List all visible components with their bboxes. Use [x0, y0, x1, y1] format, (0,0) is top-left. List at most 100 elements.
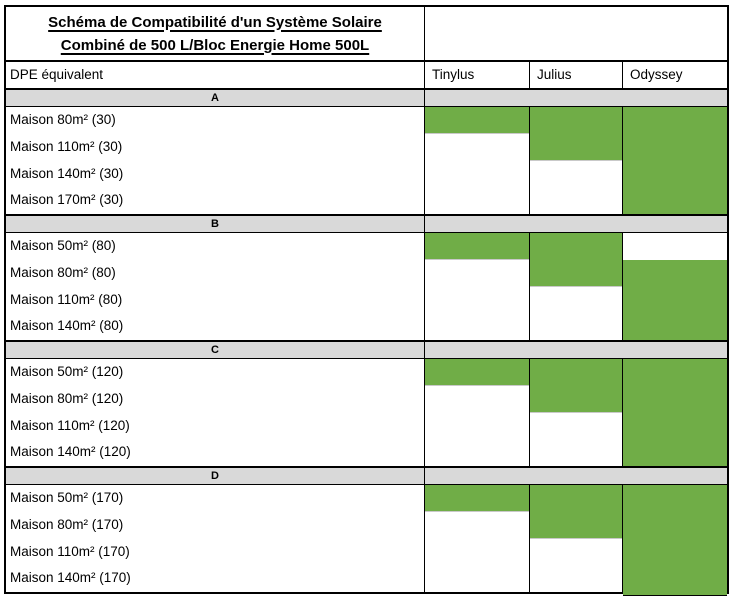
- compat-cell: [530, 439, 622, 466]
- section-band-row-a: A: [6, 88, 727, 107]
- section-band-row-c: C: [6, 340, 727, 359]
- compat-cell: [530, 259, 622, 287]
- title-line-1: Schéma de Compatibilité d'un Système Sol…: [48, 13, 382, 31]
- compat-cell: [530, 133, 622, 161]
- section-body-d: Maison 50m² (170) Maison 80m² (170) Maison…: [6, 485, 727, 596]
- row-label: Maison 110m² (80): [10, 291, 123, 307]
- compat-column-julius: [530, 359, 623, 466]
- row-label: Maison 80m² (30): [10, 112, 116, 127]
- compat-column-odyssey: [623, 485, 727, 596]
- column-header-odyssey: Odyssey: [630, 67, 683, 82]
- section-band-fill: [425, 342, 727, 358]
- row-label: Maison 110m² (170): [10, 543, 130, 559]
- row-label: Maison 80m² (80): [10, 264, 116, 280]
- section-band-row-b: B: [6, 214, 727, 233]
- page-title: Schéma de Compatibilité d'un Système Sol…: [6, 7, 425, 60]
- compat-cell: [530, 539, 622, 566]
- column-header-tinylus: Tinylus: [425, 62, 530, 88]
- compat-column-odyssey: [623, 359, 727, 466]
- compat-cell: [623, 187, 727, 214]
- row-label: Maison 50m² (170): [10, 490, 124, 505]
- compat-cell: [623, 286, 727, 314]
- compat-cell: [425, 161, 529, 188]
- title-empty-cell: [425, 7, 727, 60]
- compat-cell: [623, 538, 727, 566]
- compat-cell: [530, 359, 622, 386]
- compat-cell: [425, 539, 529, 566]
- row-label: Maison 170m² (30): [10, 192, 124, 208]
- compat-cell: [530, 313, 622, 340]
- compat-cell: [425, 187, 529, 214]
- compat-cell: [425, 359, 529, 386]
- section-band-fill: [425, 90, 727, 106]
- compat-column-julius: [530, 107, 623, 214]
- row-labels: Maison 50m² (170) Maison 80m² (170) Maison…: [6, 485, 425, 592]
- compat-cell: [623, 485, 727, 512]
- section-body-c: Maison 50m² (120) Maison 80m² (120) Maison…: [6, 359, 727, 466]
- compat-cell: [623, 133, 727, 161]
- compat-cell: [425, 512, 529, 539]
- row-label: Maison 50m² (120): [10, 364, 124, 379]
- compat-cell: [425, 233, 529, 260]
- row-label: Maison 80m² (170): [10, 516, 124, 532]
- compat-cell: [425, 287, 529, 314]
- compat-cell: [425, 439, 529, 466]
- compat-cell: [530, 287, 622, 314]
- compat-cell: [425, 313, 529, 340]
- compat-cell: [425, 260, 529, 287]
- compat-column-tinylus: [425, 233, 530, 340]
- row-label: Maison 80m² (120): [10, 390, 124, 406]
- section-label: B: [6, 216, 425, 232]
- column-header-dpe: DPE équivalent: [6, 62, 425, 88]
- title-row: Schéma de Compatibilité d'un Système Sol…: [6, 7, 727, 62]
- compat-column-odyssey: [623, 233, 727, 340]
- row-label: Maison 140m² (120): [10, 444, 131, 460]
- compat-cell: [530, 107, 622, 134]
- compat-cell: [425, 386, 529, 413]
- compat-cell: [623, 565, 727, 596]
- column-header-julius: Julius: [530, 62, 623, 88]
- compat-column-odyssey: [623, 107, 727, 214]
- section-label: A: [6, 90, 425, 106]
- sections-container: A Maison 80m² (30) Maison 110m² (30) Maison…: [6, 88, 727, 596]
- compat-cell: [530, 511, 622, 539]
- compat-cell: [530, 187, 622, 214]
- compat-cell: [623, 233, 727, 260]
- compat-cell: [425, 134, 529, 161]
- compat-cell: [530, 485, 622, 512]
- compat-column-tinylus: [425, 359, 530, 466]
- compat-cell: [623, 412, 727, 440]
- compat-cell: [530, 161, 622, 188]
- compat-cell: [623, 107, 727, 134]
- compat-column-tinylus: [425, 107, 530, 214]
- row-label: Maison 140m² (80): [10, 318, 124, 334]
- compat-column-julius: [530, 485, 623, 592]
- section-band-fill: [425, 468, 727, 484]
- section-label: C: [6, 342, 425, 358]
- row-label: Maison 110m² (120): [10, 417, 130, 433]
- section-band-fill: [425, 216, 727, 232]
- row-label: Maison 140m² (170): [10, 570, 131, 586]
- column-header-row: DPE équivalent Tinylus Julius Odyssey: [6, 62, 727, 88]
- row-label: Maison 110m² (30): [10, 138, 123, 154]
- section-body-b: Maison 50m² (80) Maison 80m² (80) Maison 1…: [6, 233, 727, 340]
- row-label: Maison 140m² (30): [10, 165, 124, 181]
- compat-cell: [623, 160, 727, 188]
- title-line-2: Combiné de 500 L/Bloc Energie Home 500L: [60, 36, 370, 54]
- section-band-row-d: D: [6, 466, 727, 485]
- section-body-a: Maison 80m² (30) Maison 110m² (30) Maison …: [6, 107, 727, 214]
- compat-cell: [623, 385, 727, 413]
- compat-cell: [425, 107, 529, 134]
- compat-cell: [623, 259, 727, 287]
- section-label: D: [6, 468, 425, 484]
- compat-cell: [530, 233, 622, 260]
- compat-cell: [530, 413, 622, 440]
- compat-column-julius: [530, 233, 623, 340]
- compat-cell: [623, 511, 727, 539]
- compat-cell: [425, 485, 529, 512]
- compat-cell: [623, 359, 727, 386]
- compat-cell: [623, 313, 727, 340]
- row-labels: Maison 50m² (80) Maison 80m² (80) Maison 1…: [6, 233, 425, 340]
- row-label: Maison 50m² (80): [10, 238, 116, 253]
- row-labels: Maison 50m² (120) Maison 80m² (120) Maison…: [6, 359, 425, 466]
